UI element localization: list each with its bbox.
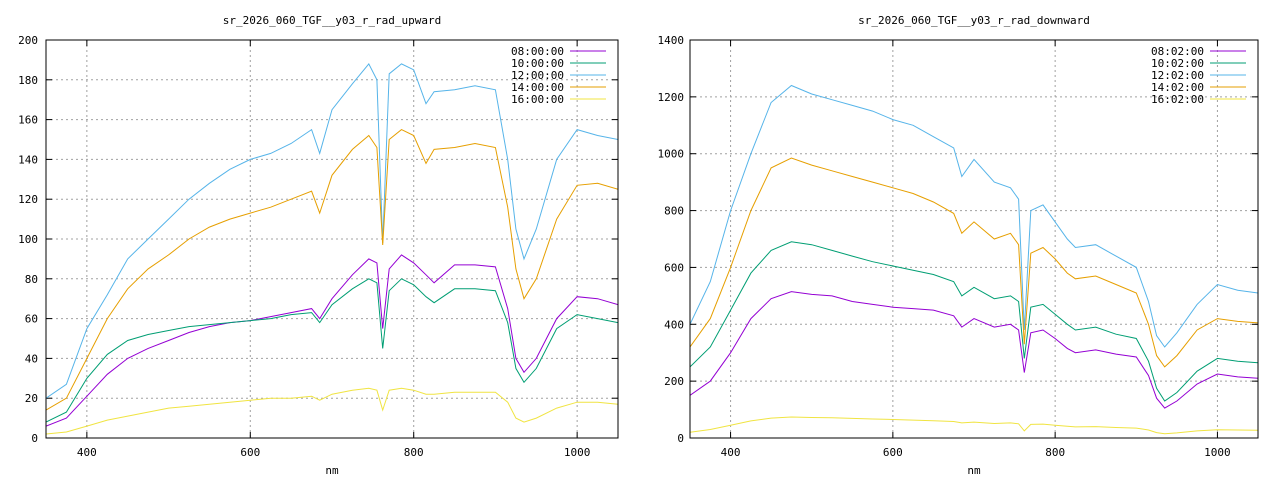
legend-label: 16:00:00 [511,93,564,106]
y-tick-label: 0 [677,432,684,445]
series-line-080000 [46,254,618,427]
x-tick-label: 800 [404,446,424,459]
legend-label: 16:02:00 [1151,93,1204,106]
legend-label: 08:02:00 [1151,45,1204,58]
x-axis-label: nm [967,464,981,477]
y-tick-label: 0 [31,432,38,445]
series-line-100200 [690,241,1258,402]
series-line-160000 [46,387,618,435]
y-tick-label: 160 [18,114,38,127]
x-tick-label: 400 [721,446,741,459]
series-line-160200 [690,416,1258,435]
plot-frame [45,39,619,439]
legend-label: 10:02:00 [1151,57,1204,70]
legend-label: 10:00:00 [511,57,564,70]
series-line-140200 [690,157,1258,368]
x-tick-label: 400 [77,446,97,459]
legend-label: 08:00:00 [511,45,564,58]
legend-label: 14:00:00 [511,81,564,94]
y-tick-label: 200 [18,34,38,47]
series-line-080200 [690,291,1258,409]
chart-2: sr_2026_060_TGF__y03_r_rad_downward 0 200 4… [658,14,1259,477]
legend-label: 12:00:00 [511,69,564,82]
y-tick-label: 400 [664,318,684,331]
y-tick-label: 60 [25,313,38,326]
y-tick-label: 180 [18,74,38,87]
series-line-120200 [690,84,1258,348]
y-tick-label: 40 [25,352,38,365]
y-tick-label: 1000 [658,148,685,161]
x-axis-label: nm [325,464,339,477]
y-tick-label: 600 [664,261,684,274]
x-tick-label: 1000 [1204,446,1231,459]
x-tick-label: 800 [1045,446,1065,459]
y-tick-label: 800 [664,205,684,218]
legend-label: 12:02:00 [1151,69,1204,82]
series-line-100000 [46,278,618,423]
legend-label: 14:02:00 [1151,81,1204,94]
y-tick-label: 120 [18,193,38,206]
chart-1: sr_2026_060_TGF__y03_r_rad_upward 0 20 40 60… [18,14,619,477]
y-tick-label: 80 [25,273,38,286]
x-tick-label: 600 [240,446,260,459]
y-tick-label: 100 [18,233,38,246]
plot-frame [689,39,1259,439]
x-tick-label: 1000 [564,446,591,459]
y-tick-label: 1200 [658,91,685,104]
chart-title: sr_2026_060_TGF__y03_r_rad_downward [858,14,1090,27]
y-tick-label: 140 [18,153,38,166]
y-tick-label: 1400 [658,34,685,47]
y-tick-label: 20 [25,392,38,405]
x-tick-label: 600 [883,446,903,459]
series-line-140000 [46,129,618,411]
y-tick-label: 200 [664,375,684,388]
chart-title: sr_2026_060_TGF__y03_r_rad_upward [223,14,442,27]
series-line-120000 [46,62,618,399]
